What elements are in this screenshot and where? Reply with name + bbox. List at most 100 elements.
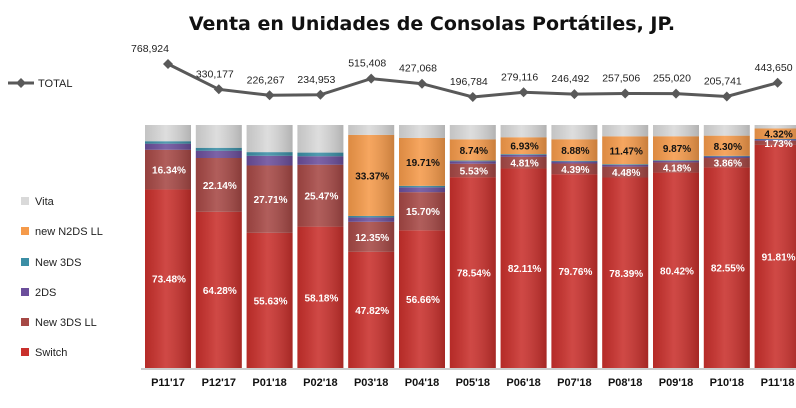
bar-stack-p02-18	[297, 125, 344, 368]
total-data-label: 515,408	[348, 58, 386, 70]
legend-item-total: TOTAL	[8, 78, 72, 90]
total-point	[163, 59, 173, 69]
data-label-new-n2ds-ll: 6.93%	[510, 142, 538, 153]
data-label-new-3ds-ll: 16.34%	[152, 166, 186, 177]
x-tick-label: P07'18	[557, 377, 591, 389]
total-data-label: 443,650	[755, 62, 793, 74]
x-tick-label: P06'18	[506, 377, 540, 389]
data-label-new-3ds-ll: 1.73%	[764, 139, 792, 150]
data-label-switch: 82.55%	[711, 264, 745, 275]
x-tick-label: P09'18	[659, 377, 693, 389]
bar-shading	[703, 125, 750, 368]
total-data-label: 226,267	[247, 74, 285, 86]
legend-label: New 3DS LL	[35, 317, 97, 329]
legend-item-vita: Vita	[21, 196, 55, 208]
x-tick-label: P10'18	[710, 377, 744, 389]
x-tick-label: P01'18	[252, 377, 286, 389]
bar-shading	[348, 125, 395, 368]
legend-swatch	[21, 258, 29, 266]
data-label-switch: 78.54%	[457, 269, 491, 280]
data-label-new-n2ds-ll: 8.30%	[714, 142, 742, 153]
data-label-new-3ds-ll: 3.86%	[714, 159, 742, 170]
x-tick-label: P11'17	[151, 377, 185, 389]
legend-item-new-3ds: New 3DS	[21, 257, 81, 269]
bar-stack-p05-18	[449, 125, 496, 368]
data-label-switch: 55.63%	[254, 296, 288, 307]
legend-marker	[16, 78, 26, 88]
legend-label: New 3DS	[35, 257, 81, 269]
x-tick-label: P05'18	[456, 377, 490, 389]
data-label-new-3ds-ll: 25.47%	[304, 192, 338, 203]
data-label-switch: 91.81%	[762, 252, 796, 263]
bar-shading	[449, 125, 496, 368]
legend-item-new-n2ds-ll: new N2DS LL	[21, 226, 103, 238]
legend-label: 2DS	[35, 287, 56, 299]
x-axis: P11'17 P12'17 P01'18 P02'18 P03'18 P04'18 P05'…	[141, 368, 796, 389]
total-data-label: 768,924	[131, 43, 169, 55]
legend-label: Switch	[35, 347, 67, 359]
data-label-new-3ds-ll: 5.53%	[460, 166, 488, 177]
data-label-new-n2ds-ll: 33.37%	[355, 171, 389, 182]
bar-shading	[399, 125, 445, 368]
total-point	[315, 89, 326, 100]
total-line-layer: 768,924 330,177 226,267 234,953 515,408 427,0…	[131, 43, 793, 102]
data-label-switch: 80.42%	[660, 266, 694, 277]
total-point	[620, 88, 631, 99]
bar-shading	[602, 125, 649, 368]
total-data-label: 427,068	[399, 63, 437, 75]
data-label-new-n2ds-ll: 9.87%	[663, 144, 691, 155]
total-point	[518, 87, 529, 98]
data-label-switch: 47.82%	[355, 306, 389, 317]
bar-shading	[246, 125, 293, 368]
data-label-new-3ds-ll: 4.48%	[612, 168, 640, 179]
total-point	[671, 88, 681, 99]
bar-shading	[145, 125, 191, 368]
x-tick-label: P02'18	[303, 377, 337, 389]
total-data-label: 255,020	[653, 73, 691, 85]
data-label-switch: 56.66%	[406, 295, 440, 306]
data-label-new-n2ds-ll: 4.32%	[764, 130, 792, 141]
x-tick-label: P08'18	[608, 377, 642, 389]
legend-swatch	[21, 288, 29, 296]
legend-label: new N2DS LL	[35, 226, 103, 238]
total-data-label: 196,784	[450, 76, 488, 88]
bar-stack-p11-17	[145, 125, 191, 368]
legend-swatch	[21, 227, 29, 235]
data-label-switch: 64.28%	[203, 286, 237, 297]
total-data-label: 205,741	[704, 75, 742, 87]
total-data-label: 234,953	[297, 74, 335, 86]
bar-shading	[754, 125, 796, 368]
bar-stack-p03-18	[348, 125, 395, 368]
legend: Vita new N2DS LL New 3DS 2DS New 3DS LL Switc…	[8, 78, 103, 359]
x-tick-label: P03'18	[354, 377, 388, 389]
bar-shading	[551, 125, 598, 368]
legend-label: Vita	[35, 196, 55, 208]
total-data-label: 330,177	[196, 68, 234, 80]
legend-item-switch: Switch	[21, 347, 67, 359]
data-label-new-3ds-ll: 4.39%	[561, 165, 589, 176]
total-data-label: 257,506	[602, 72, 640, 84]
bar-stack-p07-18	[551, 125, 598, 368]
data-label-new-n2ds-ll: 8.88%	[561, 146, 589, 157]
data-label-new-n2ds-ll: 8.74%	[460, 146, 488, 157]
legend-swatch	[21, 348, 29, 356]
bars-layer	[145, 125, 796, 368]
legend-item-2ds: 2DS	[21, 287, 56, 299]
data-label-new-n2ds-ll: 19.71%	[406, 158, 440, 169]
data-label-new-3ds-ll: 12.35%	[355, 233, 389, 244]
segment-labels-layer: 73.48% 16.34% 64.28% 22.14% 55.63% 27.71% 58.1…	[152, 130, 796, 317]
bar-stack-p01-18	[246, 125, 293, 368]
x-tick-label: P04'18	[405, 377, 439, 389]
bar-shading	[297, 125, 344, 368]
total-point	[213, 84, 224, 95]
bar-stack-p09-18	[653, 125, 699, 368]
data-label-switch: 82.11%	[508, 264, 541, 275]
total-point	[569, 89, 580, 100]
data-label-new-n2ds-ll: 11.47%	[610, 146, 643, 157]
total-point	[366, 73, 377, 84]
bar-stack-p12-17	[195, 125, 242, 368]
data-label-new-3ds-ll: 27.71%	[254, 195, 288, 206]
data-label-new-3ds-ll: 4.18%	[663, 164, 691, 175]
x-tick-label: P11'18	[761, 377, 795, 389]
